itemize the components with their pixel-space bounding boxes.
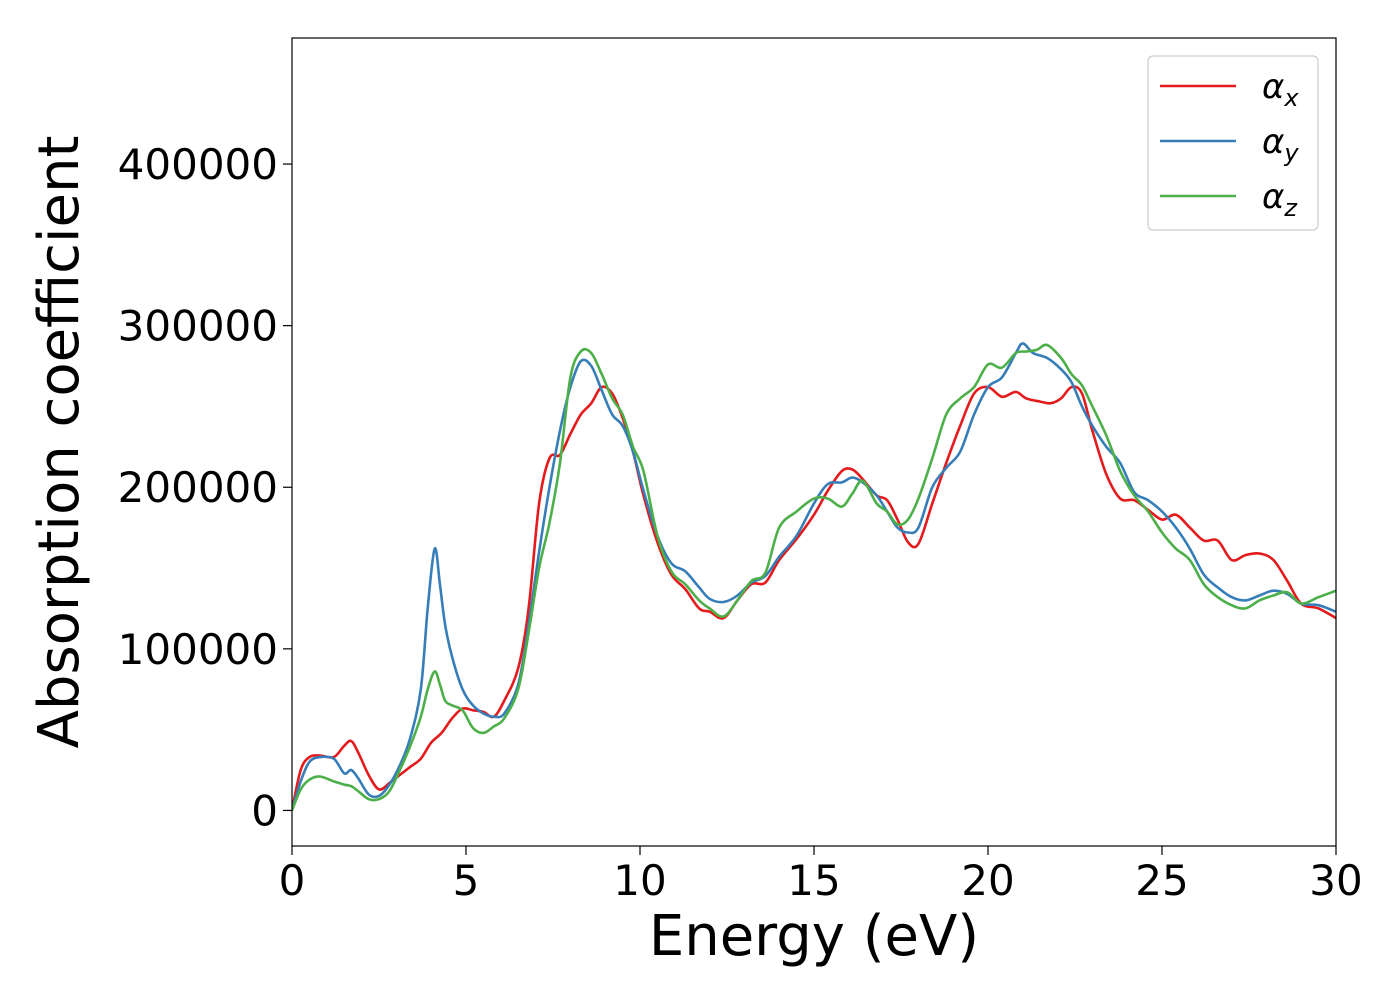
y-axis-label: Absorption coefficient [27,136,92,749]
legend-box [1147,55,1319,231]
x-tick-label: 15 [787,856,840,905]
x-tick-label: 30 [1309,856,1362,905]
y-tick-label: 100000 [118,625,278,674]
legend: αx αy αz [1147,55,1319,231]
x-tick-label: 20 [961,856,1014,905]
y-tick-label: 400000 [118,140,278,189]
x-tick-label: 0 [279,856,306,905]
y-tick-label: 0 [251,786,278,835]
ticks-layer: 0 5 10 15 20 25 30 0 100000 200000 300000 400000 [118,140,1363,905]
x-tick-label: 10 [613,856,666,905]
x-tick-label: 25 [1135,856,1188,905]
legend-label-x: αx [1262,67,1299,112]
series-layer [292,342,1336,811]
x-tick-label: 5 [453,856,480,905]
series-line-x [292,385,1336,811]
legend-label-z: αz [1262,177,1298,222]
series-line-z [292,343,1336,811]
legend-label-y: αy [1262,122,1299,167]
y-tick-label: 300000 [118,302,278,351]
x-axis-label: Energy (eV) [649,904,979,969]
series-line-y [292,342,1336,811]
y-tick-label: 200000 [118,463,278,512]
